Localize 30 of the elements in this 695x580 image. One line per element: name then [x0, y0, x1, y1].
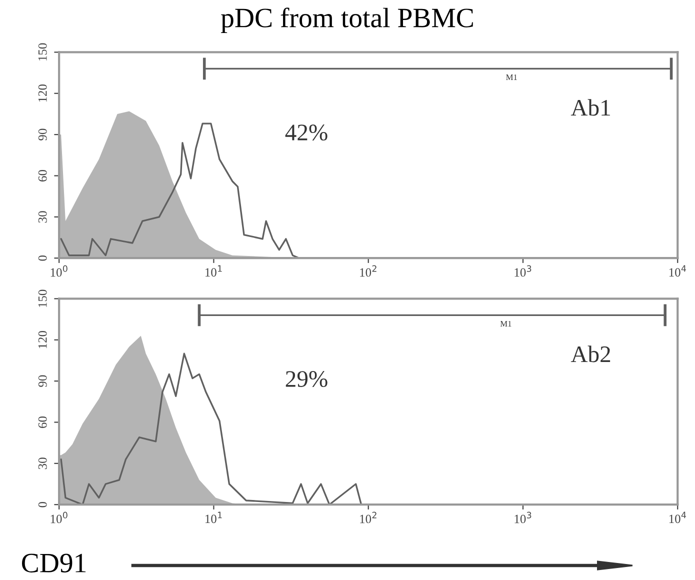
x-tick-label: 10$^{4}$: [669, 512, 686, 524]
x-tick-label: 10$^{1}$: [206, 265, 222, 277]
annotation: 29%: [286, 371, 328, 388]
y-tick-label: 120: [38, 330, 47, 348]
annotation: Ab1: [570, 99, 610, 116]
y-tick-label: 0: [38, 502, 47, 508]
annotation: 42%: [285, 124, 328, 141]
y-tick-label: 60: [38, 416, 47, 428]
x-tick-label: 10$^{1}$: [206, 512, 222, 524]
series-label: M1: [500, 320, 512, 326]
x-tick-label: 10$^{2}$: [360, 265, 376, 277]
y-tick-label: 90: [38, 375, 47, 387]
x-tick-label: 10$^{3}$: [514, 265, 532, 277]
y-tick-label: 0: [38, 255, 47, 261]
annotation: Ab2: [570, 346, 610, 362]
y-tick-label: 120: [38, 84, 47, 102]
series-label: M1: [506, 74, 517, 80]
x-tick-label: 10$^{0}$: [50, 265, 68, 277]
x-tick-label: 10$^{4}$: [669, 265, 686, 277]
y-tick-label: 150: [38, 290, 47, 307]
x-tick-label: 10$^{3}$: [514, 512, 532, 524]
y-tick-label: 30: [38, 211, 47, 223]
x-tick-label: 10$^{0}$: [50, 512, 68, 524]
y-tick-label: 150: [38, 43, 47, 60]
y-tick-label: 30: [38, 458, 47, 470]
chart-title: pDC from total PBMC: [221, 8, 473, 34]
x-axis-title: CD91: [22, 554, 86, 572]
y-tick-label: 60: [38, 170, 47, 182]
y-tick-label: 90: [38, 128, 47, 140]
x-tick-label: 10$^{2}$: [360, 512, 376, 524]
